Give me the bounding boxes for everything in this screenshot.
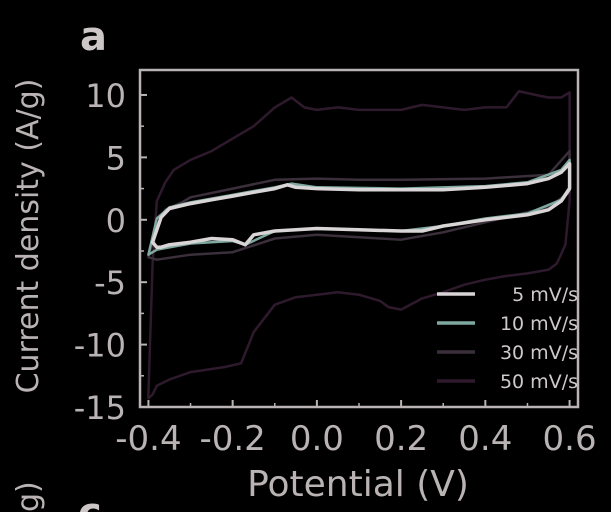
y-tick-label: 10 (85, 77, 126, 115)
legend-label: 30 mV/s (500, 342, 578, 364)
series-layer (147, 89, 572, 400)
x-tick-label: 0.4 (458, 419, 512, 459)
x-tick-label: 0.2 (374, 419, 428, 459)
legend-label: 50 mV/s (500, 371, 578, 393)
panel-label-c: c (78, 490, 102, 512)
y-tick-label: 5 (106, 139, 126, 177)
y-axis-title: Current density (A/g) (11, 79, 46, 394)
y-tick-label: -10 (74, 327, 126, 365)
plot-frame (138, 68, 580, 409)
y-tick-label: -15 (74, 389, 126, 427)
x-tick-label: 0.0 (290, 419, 344, 459)
x-tick-label: 0.6 (543, 419, 597, 459)
x-tick-label: -0.2 (199, 419, 265, 459)
series-line-50-mv-s (147, 89, 571, 400)
legend-label: 10 mV/s (500, 313, 578, 335)
legend-label: 5 mV/s (512, 284, 578, 306)
y-tick-label: 0 (106, 202, 126, 240)
y-tick-label: -5 (94, 264, 126, 302)
series-line-10-mv-s (147, 158, 571, 256)
series-line-30-mv-s (147, 149, 571, 261)
x-axis-title: Potential (V) (247, 464, 469, 505)
x-tick-label: -0.4 (115, 419, 181, 459)
tick-layer: -0.4 -0.2 0.0 0.2 0.4 0.6 10 5 0 -5 -10 -15 (74, 77, 597, 459)
legend: 5 mV/s 10 mV/s 30 mV/s 50 mV/s (437, 284, 578, 393)
cropped-axis-label: g) (11, 481, 46, 512)
series-line-5-mv-s (150, 161, 572, 249)
panel-label-a: a (80, 14, 107, 60)
